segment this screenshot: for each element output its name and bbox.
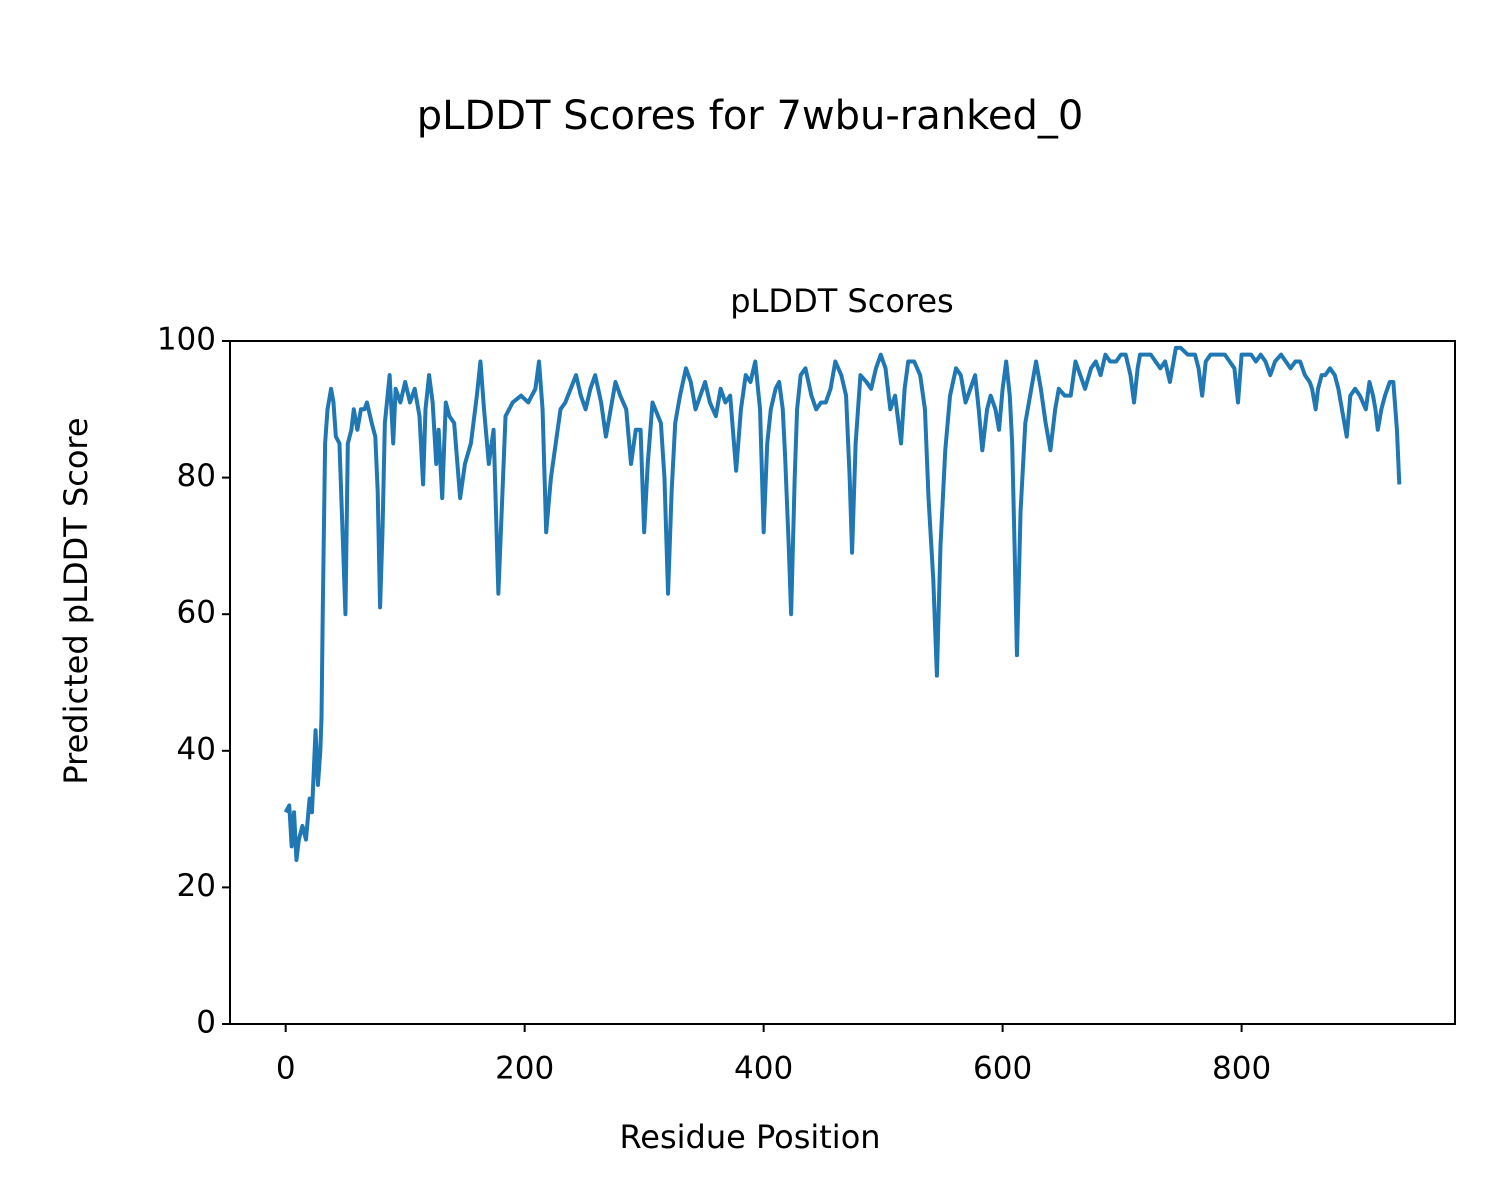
x-axis-label: Residue Position	[619, 1118, 880, 1156]
x-tick-label: 400	[734, 1051, 793, 1087]
y-tick-label: 80	[177, 458, 216, 494]
y-tick-label: 40	[177, 731, 216, 767]
axes-title: pLDDT Scores	[730, 282, 953, 320]
y-tick-label: 100	[157, 322, 216, 358]
plot-frame	[229, 340, 1456, 1025]
chart-title: pLDDT Scores for 7wbu-ranked_0	[417, 93, 1084, 139]
y-tick-label: 60	[177, 595, 216, 631]
x-tick-label: 800	[1212, 1051, 1271, 1087]
data-line	[283, 345, 1402, 863]
x-tick-label: 200	[495, 1051, 554, 1087]
x-tick-label: 600	[973, 1051, 1032, 1087]
x-tick-label: 0	[276, 1051, 296, 1087]
y-tick-label: 20	[177, 868, 216, 904]
y-tick-label: 0	[196, 1005, 216, 1041]
y-axis-label: Predicted pLDDT Score	[57, 417, 95, 784]
